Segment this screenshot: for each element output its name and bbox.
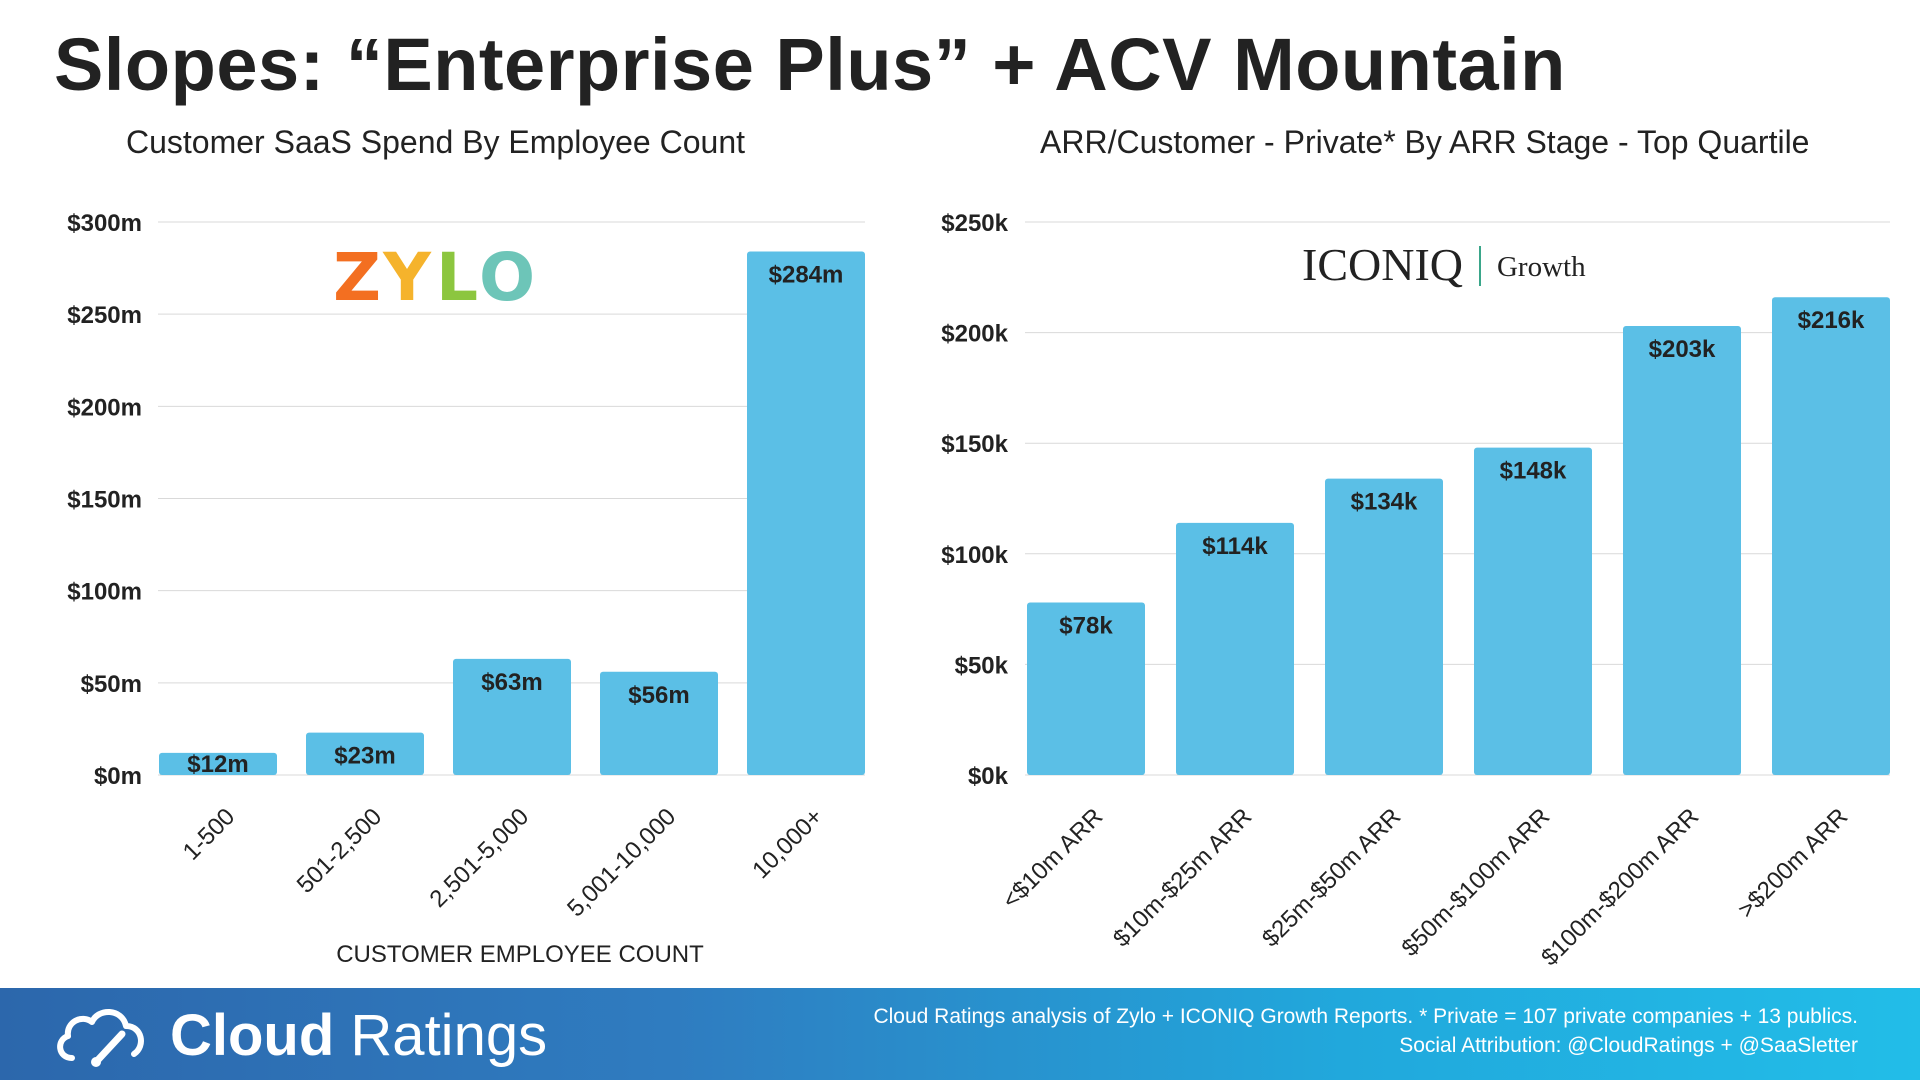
bar: [1325, 478, 1443, 775]
y-tick-label: $50k: [955, 652, 1009, 679]
iconiq-growth: Growth: [1496, 251, 1586, 283]
cloud-logo-icon: [57, 1009, 144, 1067]
y-tick-label: $200m: [67, 394, 142, 421]
bar-value-label: $203k: [1649, 336, 1716, 363]
logo-bold-text: Cloud: [170, 1003, 335, 1068]
bar: [747, 251, 865, 775]
category-label: 10,000+: [747, 803, 828, 884]
iconiq-brand: ICONIQ: [1302, 239, 1463, 290]
bar-value-label: $63m: [481, 669, 542, 696]
category-label: 2,501-5,000: [425, 803, 535, 913]
y-tick-label: $100m: [67, 579, 142, 606]
bar-value-label: $134k: [1351, 489, 1418, 516]
category-label: $100m-$200m ARR: [1536, 803, 1704, 971]
bar: [600, 671, 718, 775]
category-label: $50m-$100m ARR: [1397, 803, 1556, 962]
y-tick-label: $0k: [968, 763, 1009, 790]
chart-1-title: Customer SaaS Spend By Employee Count: [126, 124, 745, 160]
category-label: >$200m ARR: [1733, 803, 1854, 924]
y-tick-label: $50m: [81, 671, 142, 698]
y-tick-label: $150m: [67, 487, 142, 514]
footer-note-line2: Social Attribution: @CloudRatings + @Saa…: [1399, 1034, 1858, 1057]
logo-light-text: Ratings: [350, 1003, 548, 1068]
bar-value-label: $78k: [1059, 612, 1113, 639]
x-axis-label: CUSTOMER EMPLOYEE COUNT: [336, 941, 704, 968]
bar-value-label: $216k: [1798, 307, 1865, 334]
iconiq-growth-logo: ICONIQ Growth: [1302, 238, 1586, 291]
y-tick-label: $0m: [94, 763, 142, 790]
iconiq-divider: [1478, 246, 1481, 286]
bar-value-label: $23m: [334, 743, 395, 770]
zylo-letter: L: [436, 239, 478, 316]
charts-canvas: $0m $50m $100m $150m $200m $250m $300m $12m 1-50…: [67, 210, 1890, 971]
bar: [1027, 602, 1145, 775]
footer-note: Cloud Ratings analysis of Zylo + ICONIQ …: [873, 1002, 1858, 1060]
zylo-letter: Y: [382, 239, 432, 316]
category-label: $25m-$50m ARR: [1257, 803, 1406, 952]
zylo-letter: Z: [333, 239, 381, 316]
category-label: 5,001-10,000: [562, 803, 681, 922]
bar: [1176, 522, 1294, 775]
bar-value-label: $284m: [769, 261, 844, 288]
bar: [306, 732, 424, 775]
page-title: Slopes: “Enterprise Plus” + ACV Mountain: [54, 23, 1566, 106]
y-tick-label: $100k: [941, 542, 1008, 569]
chart-2: $0k $50k $100k $150k $200k $250k $78k <$10m ARR…: [941, 210, 1890, 971]
footer-note-line1: Cloud Ratings analysis of Zylo + ICONIQ …: [873, 1005, 1858, 1028]
zylo-letter: O: [479, 239, 535, 316]
bar: [453, 658, 571, 775]
chart-2-title: ARR/Customer - Private* By ARR Stage - T…: [1040, 124, 1810, 160]
y-tick-label: $150k: [941, 431, 1008, 458]
bar-value-label: $12m: [187, 751, 248, 778]
chart-1: $0m $50m $100m $150m $200m $250m $300m $12m 1-50…: [67, 210, 865, 968]
bar: [1474, 447, 1592, 775]
bar: [1772, 297, 1890, 775]
y-tick-label: $250k: [941, 210, 1008, 237]
y-tick-label: $300m: [67, 210, 142, 237]
category-label: 501-2,500: [292, 803, 388, 899]
bar: [159, 752, 277, 775]
bar: [1623, 325, 1741, 775]
bar-value-label: $56m: [628, 682, 689, 709]
bar-value-label: $148k: [1500, 458, 1567, 485]
category-label: $10m-$25m ARR: [1108, 803, 1257, 952]
category-label: 1-500: [178, 803, 241, 866]
bar-value-label: $114k: [1202, 533, 1268, 560]
y-tick-label: $250m: [67, 302, 142, 329]
cloud-ratings-logo: Cloud Ratings: [170, 1002, 547, 1069]
category-label: <$10m ARR: [997, 803, 1108, 914]
y-tick-label: $200k: [941, 321, 1008, 348]
footer-banner: Cloud Ratings Cloud Ratings analysis of …: [0, 988, 1920, 1080]
